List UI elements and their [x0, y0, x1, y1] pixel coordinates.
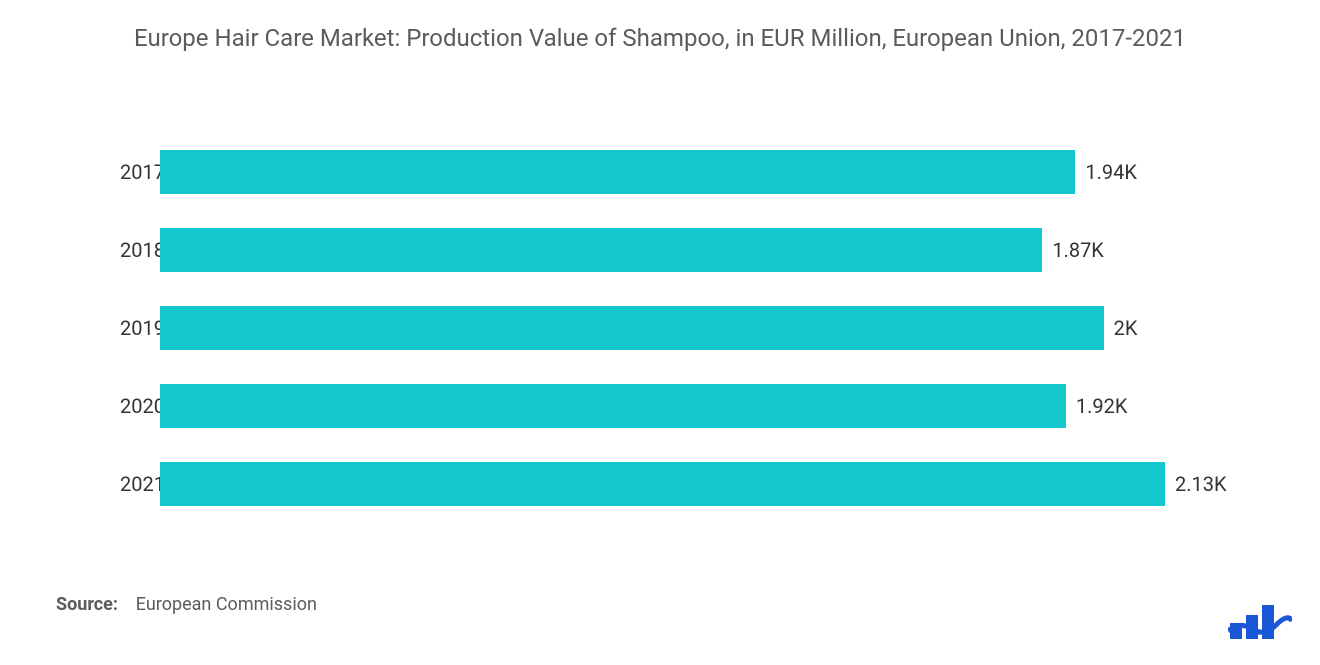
- category-label: 2021: [105, 472, 165, 496]
- category-label: 2020: [105, 394, 165, 418]
- value-label: 1.92K: [1076, 394, 1128, 418]
- chart-title: Europe Hair Care Market: Production Valu…: [0, 0, 1320, 54]
- source-line: Source: European Commission: [56, 594, 317, 615]
- category-label: 2017: [105, 160, 165, 184]
- value-label: 1.87K: [1052, 238, 1104, 262]
- value-label: 1.94K: [1085, 160, 1137, 184]
- bar-row: 2017 1.94K: [105, 150, 1165, 194]
- brand-logo: [1228, 601, 1292, 641]
- bar-row: 20212.13K: [105, 462, 1165, 506]
- category-label: 2019: [105, 316, 165, 340]
- bar: [160, 228, 1042, 272]
- bar: [160, 306, 1104, 350]
- bar-chart: 2017 1.94K 2018 1.87K 2019 2K 2020 1.92K 20212.1…: [105, 150, 1165, 560]
- source-text: European Commission: [136, 594, 317, 615]
- bar: [160, 462, 1165, 506]
- bar-track: 1.87K: [160, 228, 1165, 272]
- category-label: 2018: [105, 238, 165, 262]
- value-label: 2K: [1114, 316, 1138, 340]
- bar-row: 2018 1.87K: [105, 228, 1165, 272]
- bar: [160, 150, 1075, 194]
- bar-track: 2K: [160, 306, 1165, 350]
- bar-row: 2019 2K: [105, 306, 1165, 350]
- bar-track: 1.94K: [160, 150, 1165, 194]
- value-label: 2.13K: [1175, 472, 1227, 496]
- bar-row: 2020 1.92K: [105, 384, 1165, 428]
- bar: [160, 384, 1066, 428]
- bar-track: 1.92K: [160, 384, 1165, 428]
- bar-track: 2.13K: [160, 462, 1165, 506]
- source-label: Source:: [56, 594, 118, 615]
